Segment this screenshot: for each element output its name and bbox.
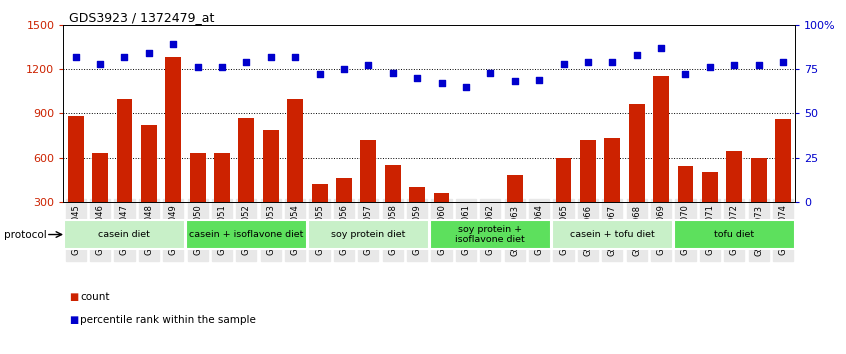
Point	[215, 64, 228, 70]
Bar	[556, 158, 571, 246]
Bar	[750, 158, 766, 246]
Point	[752, 63, 766, 68]
Bar	[68, 116, 84, 246]
Bar	[186, 220, 306, 249]
Point	[167, 41, 180, 47]
Bar	[430, 220, 551, 249]
Point	[606, 59, 619, 65]
Point	[239, 59, 253, 65]
Text: GDS3923 / 1372479_at: GDS3923 / 1372479_at	[69, 11, 215, 24]
Bar	[92, 153, 108, 246]
Bar	[458, 205, 474, 246]
Bar	[190, 153, 206, 246]
Text: percentile rank within the sample: percentile rank within the sample	[80, 315, 256, 325]
Bar	[482, 230, 498, 246]
Point	[288, 54, 302, 59]
Bar	[580, 140, 596, 246]
Point	[410, 75, 424, 81]
Point	[484, 70, 497, 75]
Bar	[385, 165, 401, 246]
Point	[313, 72, 327, 77]
Bar	[674, 220, 794, 249]
Point	[264, 54, 277, 59]
Text: casein + isoflavone diet: casein + isoflavone diet	[190, 230, 304, 239]
Bar	[263, 130, 278, 246]
Point	[728, 63, 741, 68]
Point	[459, 84, 473, 90]
Bar	[434, 193, 449, 246]
Point	[557, 61, 570, 67]
Text: casein + tofu diet: casein + tofu diet	[570, 230, 655, 239]
Bar	[117, 98, 132, 246]
Text: ■: ■	[69, 315, 79, 325]
Bar	[308, 220, 429, 249]
Bar	[288, 98, 303, 246]
Bar	[604, 138, 620, 246]
Bar	[64, 220, 184, 249]
Point	[703, 64, 717, 70]
Bar	[629, 104, 645, 246]
Bar	[727, 151, 742, 246]
Text: ■: ■	[69, 292, 79, 302]
Bar	[311, 184, 327, 246]
Point	[630, 52, 644, 58]
Point	[361, 63, 375, 68]
Point	[532, 77, 546, 82]
Bar	[775, 119, 791, 246]
Text: soy protein diet: soy protein diet	[331, 230, 405, 239]
Text: casein diet: casein diet	[98, 230, 151, 239]
Bar	[552, 220, 673, 249]
Bar	[336, 178, 352, 246]
Bar	[239, 118, 255, 246]
Text: protocol: protocol	[4, 230, 47, 240]
Bar	[531, 202, 547, 246]
Point	[118, 54, 131, 59]
Bar	[409, 187, 425, 246]
Text: count: count	[80, 292, 110, 302]
Point	[142, 50, 156, 56]
Text: tofu diet: tofu diet	[714, 230, 755, 239]
Bar	[141, 125, 157, 246]
Bar	[165, 57, 181, 246]
Bar	[678, 166, 694, 246]
Bar	[702, 172, 717, 246]
Text: soy protein +
isoflavone diet: soy protein + isoflavone diet	[455, 225, 525, 244]
Point	[69, 54, 82, 59]
Bar	[653, 76, 669, 246]
Point	[386, 70, 399, 75]
Point	[777, 59, 790, 65]
Bar	[507, 175, 523, 246]
Bar	[214, 153, 230, 246]
Point	[508, 79, 521, 84]
Point	[678, 72, 692, 77]
Point	[435, 80, 448, 86]
Bar	[360, 140, 376, 246]
Point	[581, 59, 595, 65]
Point	[93, 61, 107, 67]
Point	[654, 45, 667, 51]
Point	[338, 66, 351, 72]
Point	[191, 64, 205, 70]
